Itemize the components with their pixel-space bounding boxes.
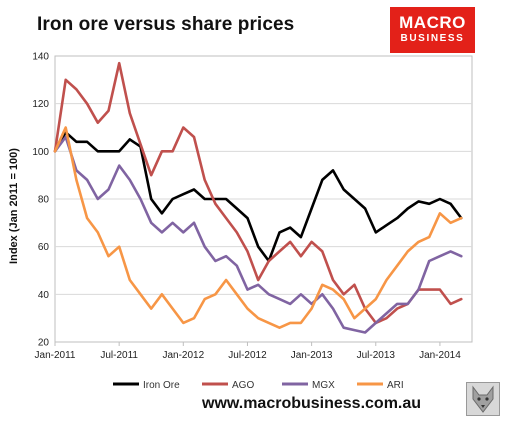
y-tick-label-100: 100 — [32, 147, 49, 158]
y-tick-label-120: 120 — [32, 99, 49, 110]
wolf-head-icon-graphic — [472, 385, 494, 413]
series-line-ago — [53, 61, 463, 325]
y-axis-label: Index (Jan 2011 = 100) — [8, 148, 20, 264]
wolf-head-icon — [466, 382, 500, 416]
y-tick-label-140: 140 — [32, 52, 49, 63]
legend-label-iron-ore: Iron Ore — [143, 380, 180, 391]
chart-title: Iron ore versus share prices — [37, 14, 295, 35]
series-line-ari — [53, 126, 463, 330]
x-axis-ticks: Jan-2011 Jul-2011 Jan-2012 Jul-2012 Jan-2013… — [35, 342, 461, 361]
x-tick-label-Jan-2011: Jan-2011 — [35, 350, 76, 361]
y-tick-label-40: 40 — [38, 290, 50, 301]
y-tick-label-60: 60 — [38, 242, 50, 253]
logo-line-1: MACRO — [399, 13, 466, 32]
macro-business-logo: MACRO BUSINESS — [390, 7, 475, 53]
x-tick-label-Jan-2012: Jan-2012 — [162, 350, 204, 361]
series-lines — [53, 61, 463, 334]
logo-line-2: BUSINESS — [400, 33, 465, 44]
footer-url: www.macrobusiness.com.au — [202, 395, 422, 412]
y-axis-ticks: 20 40 60 80 100 120 140 — [32, 52, 49, 349]
x-tick-label-Jul-2012: Jul-2012 — [228, 350, 267, 361]
x-tick-label-Jan-2014: Jan-2014 — [419, 350, 461, 361]
legend-label-mgx: MGX — [312, 380, 335, 391]
x-tick-label-Jan-2013: Jan-2013 — [291, 350, 333, 361]
gridlines — [55, 103, 472, 295]
x-tick-label-Jul-2011: Jul-2011 — [100, 350, 138, 361]
legend: Iron Ore AGO MGX ARI — [113, 380, 404, 391]
y-tick-label-80: 80 — [38, 195, 50, 206]
x-tick-label-Jul-2013: Jul-2013 — [357, 350, 396, 361]
legend-label-ago: AGO — [232, 380, 254, 391]
y-tick-label-20: 20 — [38, 338, 50, 349]
series-line-mgx — [53, 135, 463, 334]
series-line-iron-ore — [53, 131, 463, 263]
legend-label-ari: ARI — [387, 380, 404, 391]
